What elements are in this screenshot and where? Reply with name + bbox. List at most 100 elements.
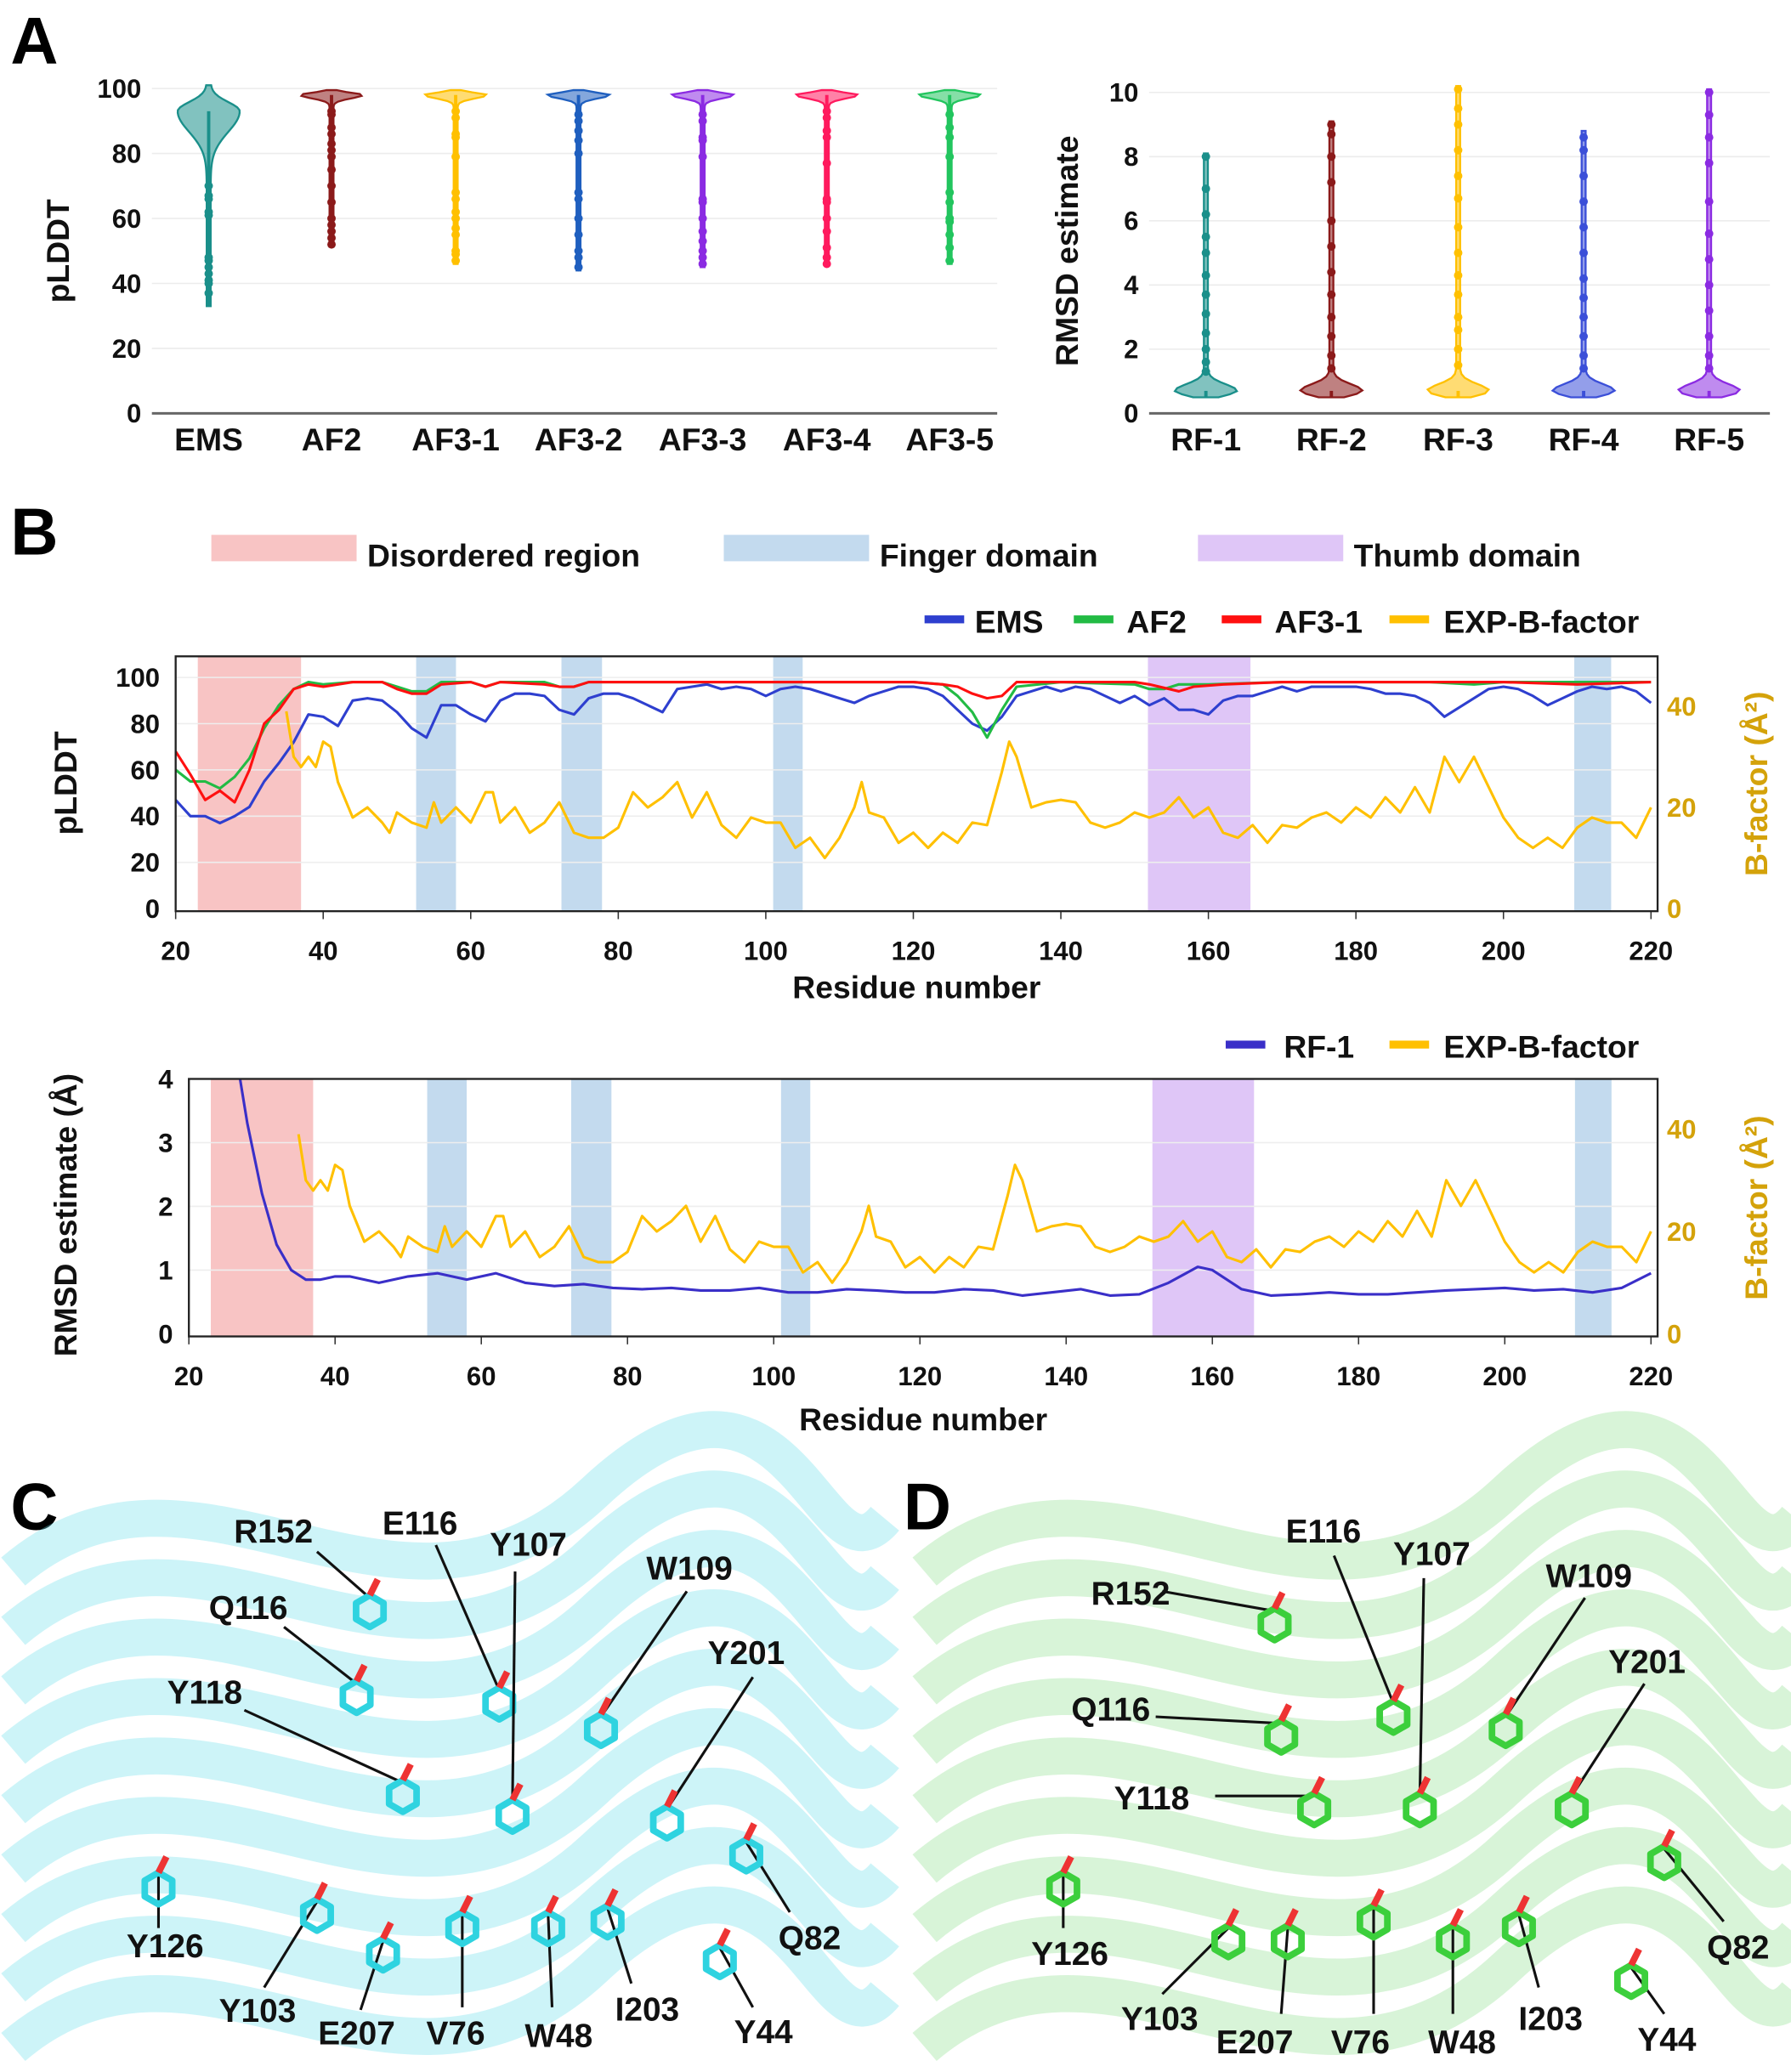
y2-tick-label: 40 bbox=[1667, 692, 1697, 722]
data-point bbox=[574, 136, 583, 145]
series-line-ems bbox=[174, 682, 1652, 824]
leader-line bbox=[745, 1841, 791, 1913]
residue-label: E207 bbox=[318, 2015, 395, 2052]
leader-line bbox=[1629, 1967, 1666, 2015]
data-point bbox=[945, 243, 955, 252]
series-line-exp-b-factor bbox=[285, 710, 1652, 860]
series-line-exp-b-factor bbox=[297, 1134, 1652, 1284]
x-tick-label: 180 bbox=[1336, 1362, 1380, 1391]
data-point bbox=[1579, 313, 1589, 322]
oxygen-stick bbox=[1225, 1908, 1239, 1928]
panel-label-a: A bbox=[10, 5, 58, 78]
data-point bbox=[698, 136, 707, 145]
data-point bbox=[1579, 197, 1589, 207]
data-point bbox=[698, 259, 707, 269]
data-point bbox=[1201, 232, 1210, 241]
plddt-violin-chart: 0 20 40 60 80 100 pLDDT EMS AF2 AF3-1 AF3-2 AF3-3 AF… bbox=[40, 74, 998, 457]
oxygen-stick bbox=[717, 1928, 731, 1947]
data-point bbox=[327, 123, 336, 132]
y2-tick-label: 0 bbox=[1667, 1319, 1681, 1349]
residue-sticks bbox=[530, 1909, 565, 1948]
x-tick-label: 200 bbox=[1482, 937, 1526, 966]
residue-sticks bbox=[1211, 1922, 1246, 1961]
data-point bbox=[1704, 331, 1714, 341]
y-tick-label: 0 bbox=[127, 399, 141, 428]
data-point bbox=[698, 252, 707, 262]
category-label: AF3-1 bbox=[411, 422, 500, 457]
data-point bbox=[1327, 178, 1336, 187]
residue-label: Y118 bbox=[167, 1674, 243, 1711]
residue-sticks bbox=[1356, 1902, 1391, 1941]
leader-line bbox=[666, 1676, 754, 1810]
leader-line bbox=[283, 1626, 358, 1685]
residue-label: V76 bbox=[427, 2015, 485, 2052]
category-label: RF-4 bbox=[1549, 422, 1619, 457]
y-tick-label: 4 bbox=[158, 1064, 173, 1094]
data-point bbox=[1454, 223, 1463, 232]
residue-label: Y44 bbox=[734, 2014, 793, 2051]
data-point bbox=[327, 129, 336, 139]
y-tick-label: 8 bbox=[1124, 142, 1138, 172]
y-tick-label: 0 bbox=[1124, 399, 1138, 428]
data-point bbox=[204, 211, 213, 220]
region-finger bbox=[1574, 1078, 1612, 1337]
data-point bbox=[822, 214, 831, 223]
y-axis-title: pLDDT bbox=[48, 731, 83, 835]
region-finger bbox=[416, 656, 456, 912]
residue-sticks bbox=[366, 1935, 400, 1974]
region-finger bbox=[427, 1078, 468, 1337]
data-point bbox=[822, 252, 831, 262]
residue-sticks bbox=[445, 1909, 479, 1948]
data-point bbox=[1704, 197, 1714, 207]
data-point bbox=[451, 214, 461, 223]
residue-label: Y201 bbox=[708, 1635, 785, 1672]
data-point bbox=[1454, 145, 1463, 155]
oxygen-stick bbox=[1060, 1854, 1074, 1875]
data-point bbox=[1327, 290, 1336, 299]
data-point bbox=[451, 188, 461, 197]
data-point bbox=[451, 207, 461, 217]
residue-label: Y107 bbox=[490, 1526, 567, 1563]
oxygen-stick bbox=[1568, 1775, 1583, 1795]
residue-label: Y201 bbox=[1608, 1645, 1686, 1681]
data-point bbox=[1327, 313, 1336, 322]
x-tick-label: 100 bbox=[744, 937, 788, 966]
data-point bbox=[1454, 171, 1463, 180]
data-point bbox=[822, 113, 831, 122]
x-tick-label: 100 bbox=[751, 1362, 796, 1391]
category-label: AF3-3 bbox=[659, 422, 747, 457]
residue-sticks bbox=[1403, 1790, 1437, 1829]
domain-legend-label: Thumb domain bbox=[1354, 538, 1581, 574]
category-label: RF-3 bbox=[1423, 422, 1493, 457]
residue-label: Q116 bbox=[1071, 1692, 1150, 1729]
region-disordered bbox=[210, 1078, 314, 1337]
y-tick-label: 20 bbox=[130, 848, 160, 878]
protein-ribbon bbox=[912, 1826, 1791, 2002]
oxygen-stick bbox=[366, 1577, 381, 1597]
data-point bbox=[1327, 242, 1336, 251]
legend-label: EMS bbox=[975, 603, 1044, 639]
x-tick-label: 120 bbox=[898, 1362, 942, 1391]
x-tick-label: 180 bbox=[1334, 937, 1378, 966]
protein-ribbon bbox=[1, 1530, 899, 1705]
y-tick-label: 60 bbox=[112, 204, 142, 234]
data-point bbox=[822, 259, 831, 269]
x-tick-label: 40 bbox=[309, 937, 338, 966]
oxygen-stick bbox=[1271, 1591, 1286, 1611]
leader-line bbox=[243, 1708, 404, 1785]
data-point bbox=[1201, 328, 1210, 337]
category-label: RF-2 bbox=[1296, 422, 1367, 457]
y-axis-title: RMSD estimate (Å) bbox=[48, 1073, 83, 1357]
y-tick-label: 80 bbox=[130, 709, 160, 739]
residue-label: W48 bbox=[524, 2018, 592, 2054]
oxygen-stick bbox=[496, 1670, 511, 1690]
protein-ribbon bbox=[1, 1707, 899, 1883]
data-point bbox=[1454, 85, 1463, 93]
oxygen-stick bbox=[1628, 1947, 1642, 1967]
residue-label: Y118 bbox=[1114, 1780, 1190, 1817]
y-tick-label: 6 bbox=[1124, 207, 1138, 236]
x-tick-label: 20 bbox=[174, 1362, 204, 1391]
leader-line bbox=[1570, 1683, 1646, 1797]
residue-sticks bbox=[1501, 1909, 1536, 1948]
